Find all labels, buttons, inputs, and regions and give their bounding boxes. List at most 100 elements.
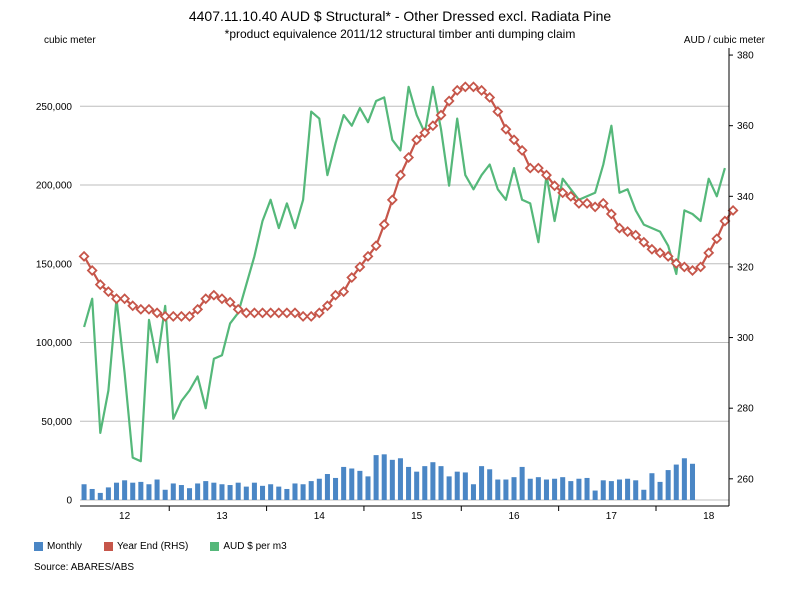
right-tick-label: 320 [737,262,754,273]
monthly-bar [219,484,225,500]
monthly-bar [487,469,493,500]
aud-per-m3-line [83,85,726,463]
year-end-marker [192,303,204,315]
monthly-bar [649,473,655,500]
year-end-marker [646,243,658,255]
year-end-marker [143,303,155,315]
monthly-bar [608,481,614,500]
year-end-marker [102,286,114,298]
axes [80,48,733,511]
legend-item-year-end[interactable]: Year End (RHS) [104,541,188,552]
year-end-marker [411,134,423,146]
monthly-bar [243,486,249,500]
monthly-bar [211,482,217,500]
left-tick-label: 0 [66,496,72,507]
year-end-marker [557,187,569,199]
monthly-bar [616,479,622,500]
year-end-marker [727,204,739,216]
year-end-marker [119,293,131,305]
year-end-marker [670,257,682,269]
monthly-bar [389,459,395,500]
year-end-marker [443,95,455,107]
monthly-bar [681,458,687,500]
monthly-bar [430,462,436,500]
year-end-marker [459,81,471,93]
year-end-marker [500,123,512,135]
year-end-marker [630,229,642,241]
monthly-bar [592,490,598,500]
year-end-marker [362,250,374,262]
monthly-bar [422,466,428,500]
year-end-marker [492,106,504,118]
legend-label-monthly: Monthly [47,541,83,552]
monthly-bar [365,476,371,500]
monthly-bar [97,492,103,500]
year-end-marker [589,201,601,213]
monthly-bar [673,464,679,500]
monthly-bar [341,466,347,500]
monthly-bar [284,488,290,500]
year-end-marker [167,310,179,322]
x-tick-label: 14 [314,511,326,522]
legend-swatch-monthly [34,542,43,551]
legend-label-aud: AUD $ per m3 [223,541,287,552]
monthly-bar [268,484,274,500]
legend-swatch-year-end [104,542,114,551]
x-tick-label: 17 [606,511,618,522]
monthly-bar [235,482,241,500]
monthly-bar [308,481,314,500]
year-end-marker [208,289,220,301]
year-end-marker [549,180,561,192]
year-end-marker [508,134,520,146]
year-end-marker [711,233,723,245]
monthly-bar [81,484,87,500]
monthly-bar [438,466,444,500]
year-end-marker [597,197,609,209]
monthly-bar [470,484,476,500]
monthly-bar [316,478,322,500]
year-end-marker [540,169,552,181]
source-note: Source: ABARES/ABS [34,562,135,573]
monthly-bar [641,489,647,500]
monthly-bar [625,478,631,500]
year-end-marker [565,190,577,202]
right-tick-label: 300 [737,333,754,344]
monthly-bar [357,470,363,500]
monthly-bar [89,488,95,500]
year-end-marker [354,261,366,273]
monthly-bar [414,471,420,500]
monthly-bar [511,477,517,500]
legend-item-aud[interactable]: AUD $ per m3 [210,541,287,552]
monthly-bar [446,476,452,500]
year-end-marker [94,279,106,291]
monthly-bar [600,480,606,500]
left-tick-label: 250,000 [36,102,73,113]
monthly-bar [397,458,403,500]
x-tick-label: 18 [703,511,715,522]
monthly-bar [406,466,412,500]
year-end-marker [378,219,390,231]
year-end-marker [159,310,171,322]
monthly-bar [543,479,549,500]
monthly-bar [187,488,193,500]
year-end-marker [346,272,358,284]
year-end-marker [427,120,439,132]
right-axis-unit: AUD / cubic meter [684,35,766,46]
year-end-marker [330,289,342,301]
monthly-bar [373,455,379,500]
year-end-marker [403,151,415,163]
monthly-bar [454,471,460,500]
year-end-marker [573,197,585,209]
monthly-bar [657,481,663,500]
year-end-marker [419,127,431,139]
monthly-bar [113,482,120,500]
right-tick-label: 280 [737,404,754,415]
monthly-bar [535,477,541,500]
legend-item-monthly[interactable]: Monthly [34,541,82,552]
monthly-bar [324,474,330,500]
monthly-bar [503,479,509,500]
monthly-bar [381,454,387,500]
year-end-marker [370,240,382,252]
year-end-marker [224,296,236,308]
year-end-marker [516,144,528,156]
